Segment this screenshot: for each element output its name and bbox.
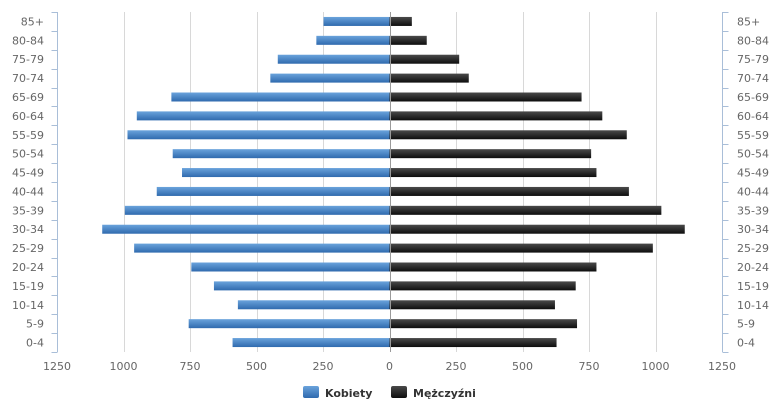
x-tick-label: 500 xyxy=(246,360,267,373)
legend[interactable]: Kobiety Mężczyźni xyxy=(303,386,476,400)
x-tick-label: 750 xyxy=(579,360,600,373)
legend-swatch-kobiety xyxy=(303,386,319,398)
bar-kobiety-20-24[interactable] xyxy=(191,262,390,272)
bar-mezczyzni-50-54[interactable] xyxy=(389,149,592,159)
category-label-right: 60-64 xyxy=(737,110,769,123)
category-label-left: 45-49 xyxy=(12,167,44,180)
bar-kobiety-60-64[interactable] xyxy=(136,111,390,121)
category-label-right: 50-54 xyxy=(737,148,769,161)
legend-item-kobiety[interactable]: Kobiety xyxy=(303,386,372,400)
category-label-left: 0-4 xyxy=(26,337,44,350)
bar-mezczyzni-0-4[interactable] xyxy=(389,338,557,348)
x-tick-label: 1250 xyxy=(708,360,736,373)
category-label-right: 55-59 xyxy=(737,129,769,142)
bar-kobiety-5-9[interactable] xyxy=(188,319,390,329)
category-label-left: 40-44 xyxy=(12,185,44,198)
bar-kobiety-45-49[interactable] xyxy=(182,168,390,178)
bar-mezczyzni-55-59[interactable] xyxy=(389,130,627,140)
bar-kobiety-40-44[interactable] xyxy=(156,186,390,196)
bar-kobiety-10-14[interactable] xyxy=(237,300,390,310)
bar-kobiety-65-69[interactable] xyxy=(171,92,390,102)
bar-mezczyzni-60-64[interactable] xyxy=(389,111,603,121)
category-label-left: 15-19 xyxy=(12,280,44,293)
category-label-right: 35-39 xyxy=(737,204,769,217)
bar-kobiety-75-79[interactable] xyxy=(277,54,390,64)
category-label-right: 80-84 xyxy=(737,34,769,47)
category-label-left: 20-24 xyxy=(12,261,44,274)
bar-mezczyzni-70-74[interactable] xyxy=(389,73,469,83)
category-label-left: 55-59 xyxy=(12,129,44,142)
x-tick-label: 750 xyxy=(180,360,201,373)
category-label-right: 75-79 xyxy=(737,53,769,66)
bar-kobiety-0-4[interactable] xyxy=(232,338,390,348)
category-label-right: 40-44 xyxy=(737,185,769,198)
bar-mezczyzni-45-49[interactable] xyxy=(389,168,597,178)
bar-mezczyzni-10-14[interactable] xyxy=(389,300,555,310)
bar-kobiety-35-39[interactable] xyxy=(124,205,390,215)
category-label-right: 85+ xyxy=(737,15,760,28)
category-label-right: 30-34 xyxy=(737,223,769,236)
category-label-left: 80-84 xyxy=(12,34,44,47)
category-label-left: 85+ xyxy=(21,15,44,28)
x-tick-label: 500 xyxy=(512,360,533,373)
bar-kobiety-30-34[interactable] xyxy=(102,224,390,234)
category-label-left: 70-74 xyxy=(12,72,44,85)
bar-mezczyzni-25-29[interactable] xyxy=(389,243,653,253)
category-label-right: 5-9 xyxy=(737,318,755,331)
category-label-left: 10-14 xyxy=(12,299,44,312)
bar-mezczyzni-35-39[interactable] xyxy=(389,205,662,215)
category-label-right: 65-69 xyxy=(737,91,769,104)
bar-mezczyzni-5-9[interactable] xyxy=(389,319,578,329)
category-label-left: 65-69 xyxy=(12,91,44,104)
legend-label-kobiety: Kobiety xyxy=(325,387,372,400)
category-label-left: 35-39 xyxy=(12,204,44,217)
category-label-right: 10-14 xyxy=(737,299,769,312)
tick-labels: 0-4 0-4 5-9 5-9 10-14 10-14 15-19 15-19 20-24 20-… xyxy=(12,15,769,373)
bar-kobiety-50-54[interactable] xyxy=(172,149,390,159)
legend-item-mezczyzni[interactable]: Mężczyźni xyxy=(391,386,476,400)
bar-mezczyzni-40-44[interactable] xyxy=(389,186,629,196)
x-tick-label: 1000 xyxy=(110,360,138,373)
x-tick-label: 1000 xyxy=(642,360,670,373)
bar-mezczyzni-75-79[interactable] xyxy=(389,54,460,64)
bar-kobiety-85+[interactable] xyxy=(323,16,390,26)
x-tick-label: 250 xyxy=(446,360,467,373)
category-label-right: 15-19 xyxy=(737,280,769,293)
legend-label-mezczyzni: Mężczyźni xyxy=(413,387,476,400)
bar-mezczyzni-85+[interactable] xyxy=(389,16,412,26)
legend-swatch-mezczyzni xyxy=(391,386,407,398)
bar-kobiety-55-59[interactable] xyxy=(127,130,390,140)
bar-kobiety-70-74[interactable] xyxy=(270,73,390,83)
bar-mezczyzni-80-84[interactable] xyxy=(389,35,427,45)
category-label-right: 25-29 xyxy=(737,242,769,255)
bar-mezczyzni-20-24[interactable] xyxy=(389,262,597,272)
category-label-left: 50-54 xyxy=(12,148,44,161)
category-label-left: 75-79 xyxy=(12,53,44,66)
bar-kobiety-80-84[interactable] xyxy=(316,35,390,45)
axes xyxy=(51,12,729,353)
bars xyxy=(102,16,685,348)
category-label-left: 60-64 xyxy=(12,110,44,123)
bar-mezczyzni-15-19[interactable] xyxy=(389,281,576,291)
category-label-right: 20-24 xyxy=(737,261,769,274)
bar-kobiety-25-29[interactable] xyxy=(134,243,390,253)
x-tick-label: 1250 xyxy=(43,360,71,373)
category-label-left: 5-9 xyxy=(26,318,44,331)
category-label-right: 70-74 xyxy=(737,72,769,85)
x-tick-label: 250 xyxy=(313,360,334,373)
bar-mezczyzni-30-34[interactable] xyxy=(389,224,685,234)
category-label-right: 45-49 xyxy=(737,167,769,180)
category-label-left: 25-29 xyxy=(12,242,44,255)
x-tick-label: 0 xyxy=(386,360,393,373)
category-label-left: 30-34 xyxy=(12,223,44,236)
bar-mezczyzni-65-69[interactable] xyxy=(389,92,582,102)
bar-kobiety-15-19[interactable] xyxy=(213,281,390,291)
category-label-right: 0-4 xyxy=(737,337,755,350)
